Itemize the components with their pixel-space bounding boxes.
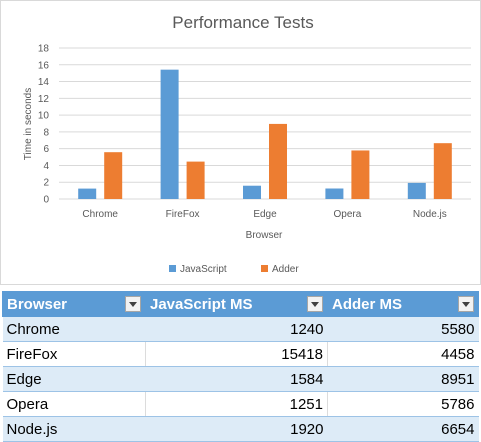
table-cell[interactable]: Node.js: [2, 416, 146, 442]
table-row: FireFox 15418 4458: [2, 341, 479, 367]
x-tick-label: Opera: [334, 209, 362, 220]
bar: [269, 123, 287, 199]
y-tick-label: 4: [43, 161, 49, 172]
legend-swatch: [261, 265, 268, 272]
bar: [104, 152, 123, 199]
header-label: Browser: [7, 295, 68, 313]
x-tick-label: Edge: [253, 209, 277, 220]
y-tick-label: 12: [38, 94, 50, 105]
table-row: Node.js 1920 6654: [2, 416, 479, 442]
header-browser: Browser: [2, 291, 146, 317]
legend: JavaScript Adder: [169, 264, 299, 275]
table-cell[interactable]: 15418: [145, 341, 328, 367]
table-cell[interactable]: 5580: [327, 316, 479, 342]
table-header-row: Browser JavaScript MS Adder MS: [2, 291, 479, 317]
bar-chart: Performance Tests 0 2 4 6 8 10 12 14 16 18 Chrome…: [23, 13, 471, 275]
table-cell[interactable]: 5786: [327, 391, 479, 417]
filter-dropdown-button[interactable]: [458, 296, 474, 312]
bar: [78, 188, 97, 199]
chevron-down-icon: [129, 301, 137, 307]
filter-dropdown-button[interactable]: [307, 296, 323, 312]
y-tick-label: 14: [38, 77, 50, 88]
x-axis-label: Browser: [246, 230, 283, 241]
table-cell[interactable]: FireFox: [2, 341, 146, 367]
table-cell[interactable]: Opera: [2, 391, 146, 417]
gridlines: [59, 47, 471, 200]
y-tick-label: 18: [38, 44, 50, 55]
filter-dropdown-button[interactable]: [125, 296, 141, 312]
table-cell[interactable]: 6654: [327, 416, 479, 442]
table-cell[interactable]: 1920: [145, 416, 328, 442]
chevron-down-icon: [462, 301, 470, 307]
table-cell[interactable]: 1251: [145, 391, 328, 417]
legend-entry: Adder: [272, 264, 299, 275]
legend-swatch: [169, 265, 176, 272]
table-cell[interactable]: 4458: [327, 341, 479, 367]
table-cell[interactable]: 1240: [145, 316, 328, 342]
y-tick-label: 0: [43, 195, 49, 206]
table-row: Opera 1251 5786: [2, 391, 479, 417]
legend-entry: JavaScript: [180, 264, 227, 275]
bar: [325, 188, 344, 199]
y-tick-label: 2: [43, 178, 49, 189]
bar: [351, 150, 370, 199]
x-axis-ticks: Chrome FireFox Edge Opera Node.js: [82, 209, 446, 220]
y-tick-label: 10: [38, 111, 50, 122]
y-tick-label: 8: [43, 127, 49, 138]
chart-title: Performance Tests: [172, 13, 313, 32]
table-cell[interactable]: Chrome: [2, 316, 146, 342]
bars: [78, 69, 452, 199]
bar: [433, 143, 452, 199]
chart-panel: Performance Tests 0 2 4 6 8 10 12 14 16 18 Chrome…: [0, 0, 481, 285]
data-table: Browser JavaScript MS Adder MS Chrome: [2, 291, 479, 442]
table-row: Chrome 1240 5580: [2, 316, 479, 342]
bar: [407, 182, 426, 199]
header-label: JavaScript MS: [150, 295, 253, 313]
table-cell[interactable]: Edge: [2, 366, 146, 392]
header-javascript-ms: JavaScript MS: [145, 291, 328, 317]
x-tick-label: Chrome: [82, 209, 118, 220]
x-tick-label: Node.js: [413, 209, 447, 220]
y-axis-label: Time in seconds: [23, 88, 34, 160]
table-cell[interactable]: 8951: [327, 366, 479, 392]
y-axis-ticks: 0 2 4 6 8 10 12 14 16 18: [38, 44, 50, 206]
bar: [160, 69, 179, 199]
y-tick-label: 16: [38, 60, 50, 71]
bar: [243, 185, 261, 199]
header-label: Adder MS: [332, 295, 403, 313]
x-tick-label: FireFox: [166, 209, 200, 220]
table-cell[interactable]: 1584: [145, 366, 328, 392]
chevron-down-icon: [311, 301, 319, 307]
y-tick-label: 6: [43, 144, 49, 155]
bar: [186, 161, 205, 199]
header-adder-ms: Adder MS: [327, 291, 479, 317]
table-row: Edge 1584 8951: [2, 366, 479, 392]
